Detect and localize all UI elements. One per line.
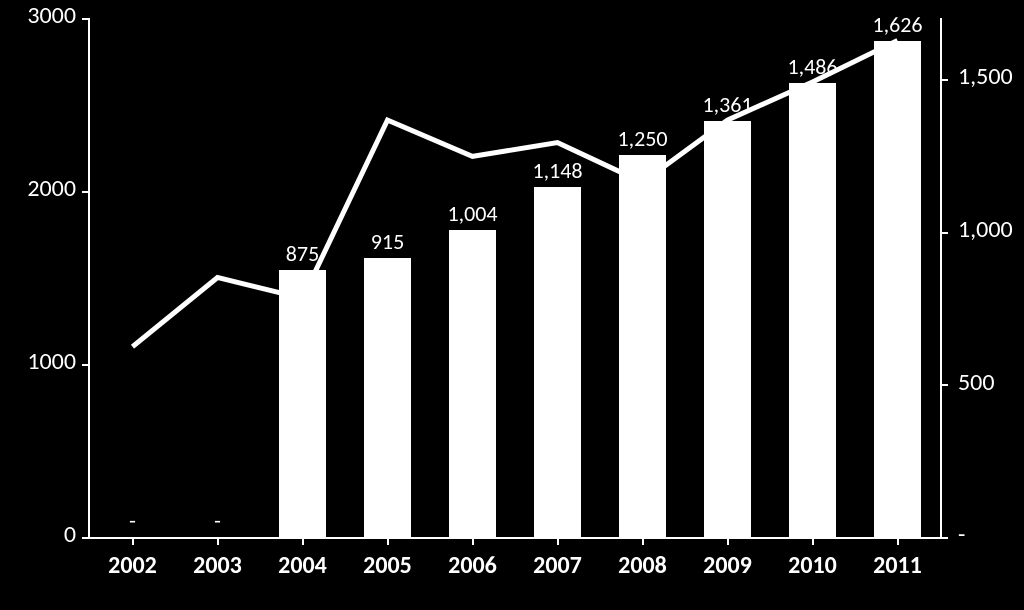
line-series xyxy=(0,0,1024,610)
dual-axis-bar-line-chart: 0100020003000-5001,0001,5002002-2003-200… xyxy=(0,0,1024,610)
